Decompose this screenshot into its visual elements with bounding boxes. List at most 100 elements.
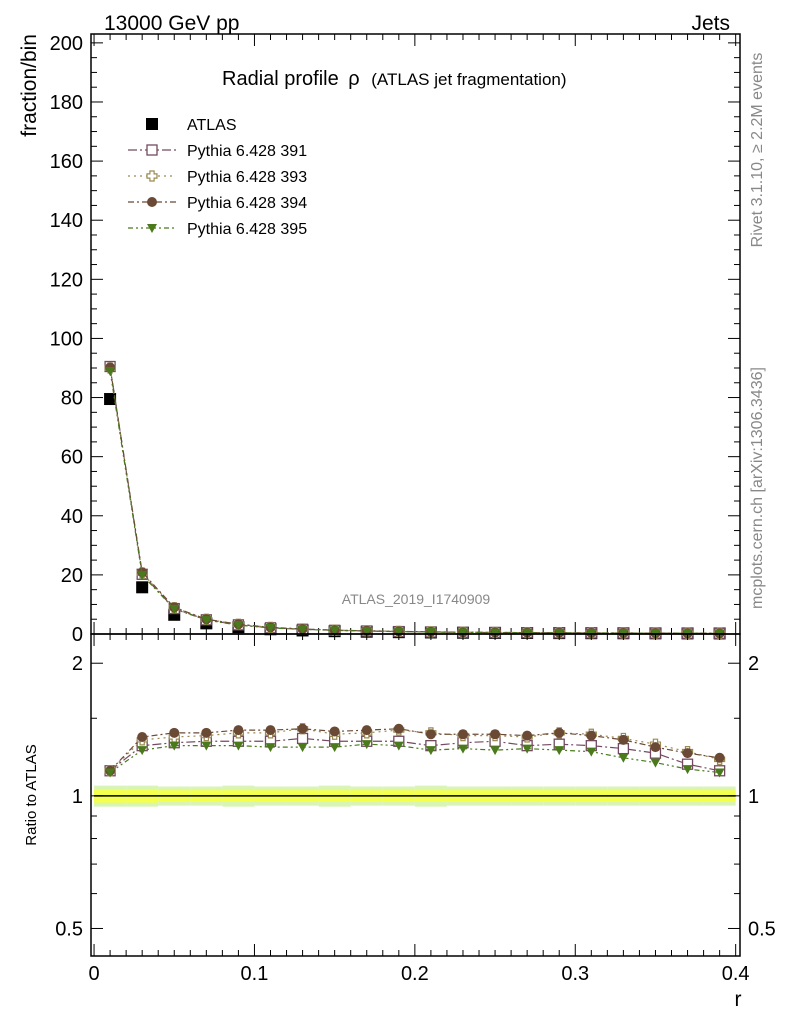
ratio-data-point [233, 725, 244, 736]
main-y-tick-label: 80 [61, 388, 83, 410]
main-data-point [457, 628, 468, 638]
main-title-symbol: ρ [348, 68, 359, 90]
ratio-data-point [490, 729, 501, 740]
ratio-y-tick-label-right: 1 [748, 786, 759, 808]
main-data-point [425, 628, 436, 638]
ratio-y-tick-label: 0.5 [55, 918, 83, 940]
main-data-point [265, 623, 276, 633]
ratio-data-point [425, 746, 436, 756]
ratio-data-point [554, 746, 565, 756]
main-data-point [490, 628, 501, 638]
x-tick-label: 0 [88, 963, 99, 985]
ratio-y-tick-label-right: 0.5 [748, 918, 776, 940]
main-data-point [136, 581, 149, 594]
ratio-y-axis-label: Ratio to ATLAS [23, 744, 40, 845]
main-data-point [137, 571, 148, 581]
main-data-point [297, 625, 308, 635]
ratio-data-point [329, 726, 340, 737]
ratio-data-point [393, 741, 404, 751]
legend-label: Pythia 6.428 393 [187, 169, 307, 186]
ratio-data-point [650, 758, 661, 768]
legend-label: ATLAS [187, 117, 237, 134]
main-y-tick-label: 200 [50, 33, 83, 55]
ratio-data-point [329, 743, 340, 753]
legend-label: Pythia 6.428 391 [187, 143, 307, 160]
legend-marker [146, 144, 158, 156]
ratio-data-point [361, 740, 372, 750]
ratio-data-point [169, 741, 180, 751]
legend-entry: Pythia 6.428 395 [128, 221, 307, 238]
main-subtitle: (ATLAS jet fragmentation) [371, 70, 566, 89]
main-series-group [104, 360, 726, 640]
ratio-data-point [393, 723, 404, 734]
ratio-data-point [137, 732, 148, 743]
ratio-data-point [714, 752, 725, 763]
main-y-tick-label: 140 [50, 210, 83, 232]
ratio-data-point [618, 734, 629, 745]
main-data-point [201, 616, 212, 626]
ratio-series-line [109, 743, 720, 774]
ratio-data-point [296, 732, 309, 745]
legend-entry: Pythia 6.428 391 [128, 143, 307, 160]
legend-marker [146, 170, 158, 182]
ratio-data-point [457, 729, 468, 740]
ratio-data-point [457, 744, 468, 754]
main-data-point [169, 604, 180, 614]
ratio-series-line [109, 728, 720, 772]
main-y-tick-label: 120 [50, 269, 83, 291]
mcplots-reference-label: mcplots.cern.ch [arXiv:1306.3436] [749, 367, 766, 609]
legend: ATLAS Pythia 6.428 391 Pythia 6.428 393 Pyt… [128, 117, 307, 238]
ratio-data-point [425, 729, 436, 740]
main-title: Radial profile ρ (ATLAS jet fragmentatio… [222, 68, 567, 90]
legend-marker [147, 224, 157, 233]
ratio-data-point [490, 746, 501, 756]
legend-entry: ATLAS [146, 117, 237, 134]
rivet-version-label: Rivet 3.1.10, ≥ 2.2M events [749, 53, 766, 248]
ratio-data-point [233, 741, 244, 751]
main-data-point [233, 621, 244, 631]
main-data-point [329, 626, 340, 636]
ratio-data-point [554, 727, 565, 738]
main-series-line [109, 370, 720, 634]
analysis-watermark: ATLAS_2019_I1740909 [342, 591, 491, 607]
legend-label: Pythia 6.428 395 [187, 221, 307, 238]
ratio-data-point [682, 748, 693, 759]
ratio-data-point [169, 727, 180, 738]
main-y-tick-label: 180 [50, 92, 83, 114]
ratio-data-point [361, 725, 372, 736]
ratio-data-point [650, 742, 661, 753]
ratio-data-point [297, 743, 308, 753]
main-data-point [361, 627, 372, 637]
ratio-data-point [201, 727, 212, 738]
x-tick-label: 0.4 [722, 963, 750, 985]
main-y-tick-label: 0 [72, 624, 83, 646]
ratio-frame [90, 633, 741, 957]
ratio-data-point [265, 725, 276, 736]
ratio-data-point [682, 765, 693, 775]
legend-label: Pythia 6.428 394 [187, 195, 307, 212]
legend-entry: Pythia 6.428 393 [128, 169, 307, 186]
main-y-tick-label: 160 [50, 151, 83, 173]
process-label: Jets [691, 12, 730, 35]
ratio-y-tick-label-right: 2 [748, 653, 759, 675]
ratio-data-point [586, 730, 597, 741]
legend-entry: Pythia 6.428 394 [128, 195, 307, 212]
legend-marker [147, 197, 157, 207]
ratio-data-point [714, 768, 725, 778]
main-y-tick-label: 40 [61, 506, 83, 528]
ratio-data-point [618, 753, 629, 763]
main-data-point [105, 366, 116, 376]
ratio-data-point [201, 741, 212, 751]
main-data-point [393, 627, 404, 637]
main-series-line [109, 367, 720, 634]
ratio-series-group [104, 723, 726, 778]
main-data-point [522, 628, 533, 638]
ratio-series-0 [104, 732, 726, 777]
ratio-data-point [137, 746, 148, 756]
ratio-data-point [522, 744, 533, 754]
ratio-data-point [265, 743, 276, 753]
ratio-data-point [617, 742, 630, 755]
main-title-text: Radial profile [222, 68, 339, 90]
main-y-tick-label: 60 [61, 447, 83, 469]
